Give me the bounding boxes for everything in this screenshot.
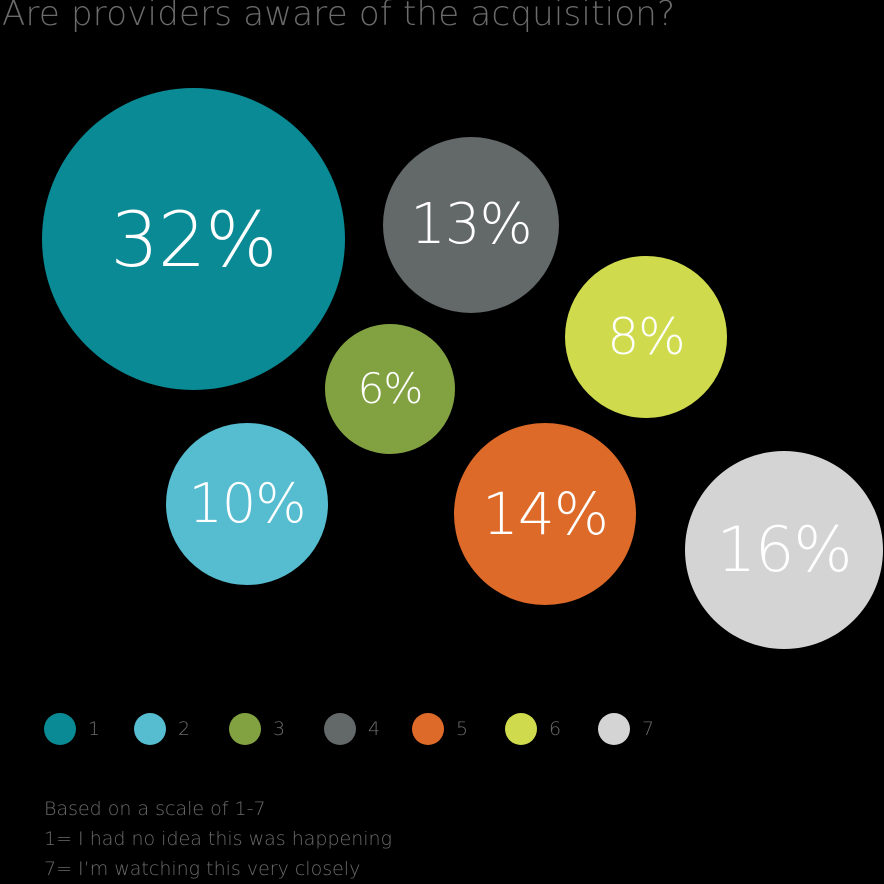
legend-dot-icon (134, 713, 166, 745)
legend-item-1: 1 (44, 713, 100, 745)
chart-title: Are providers aware of the acquisition? (2, 0, 676, 34)
bubble-scale-6: 8% (565, 256, 727, 418)
legend-dot-icon (598, 713, 630, 745)
legend-label: 7 (642, 718, 655, 740)
bubble-value: 32% (110, 195, 278, 284)
legend-item-7: 7 (598, 713, 654, 745)
legend-dot-icon (505, 713, 537, 745)
bubble-value: 14% (482, 480, 609, 548)
bubble-scale-7: 16% (685, 451, 883, 649)
bubble-value: 16% (716, 513, 853, 586)
legend-item-3: 3 (229, 713, 285, 745)
legend-dot-icon (412, 713, 444, 745)
legend-item-2: 2 (134, 713, 190, 745)
legend-item-4: 4 (324, 713, 380, 745)
scale-note-range: Based on a scale of 1-7 (44, 798, 266, 820)
legend-label: 4 (368, 718, 381, 740)
legend-label: 5 (456, 718, 469, 740)
bubble-scale-1: 32% (42, 88, 345, 390)
legend-dot-icon (324, 713, 356, 745)
legend-dot-icon (229, 713, 261, 745)
legend-label: 6 (549, 718, 562, 740)
bubble-scale-5: 14% (454, 423, 636, 605)
scale-note-min: 1= I had no idea this was happening (44, 828, 392, 850)
bubble-scale-4: 13% (383, 137, 559, 313)
bubble-value: 10% (188, 472, 306, 535)
legend-item-6: 6 (505, 713, 561, 745)
bubble-scale-3: 6% (325, 324, 455, 454)
bubble-scale-2: 10% (166, 423, 328, 585)
bubble-value: 13% (410, 192, 532, 257)
legend-dot-icon (44, 713, 76, 745)
bubble-value: 6% (357, 364, 424, 413)
legend-label: 2 (178, 718, 191, 740)
legend-item-5: 5 (412, 713, 468, 745)
scale-notes: Based on a scale of 1-7 1= I had no idea… (44, 794, 392, 884)
scale-note-max: 7= I’m watching this very closely (44, 858, 361, 880)
bubble-value: 8% (607, 308, 685, 366)
legend-label: 1 (88, 718, 101, 740)
legend-label: 3 (273, 718, 286, 740)
